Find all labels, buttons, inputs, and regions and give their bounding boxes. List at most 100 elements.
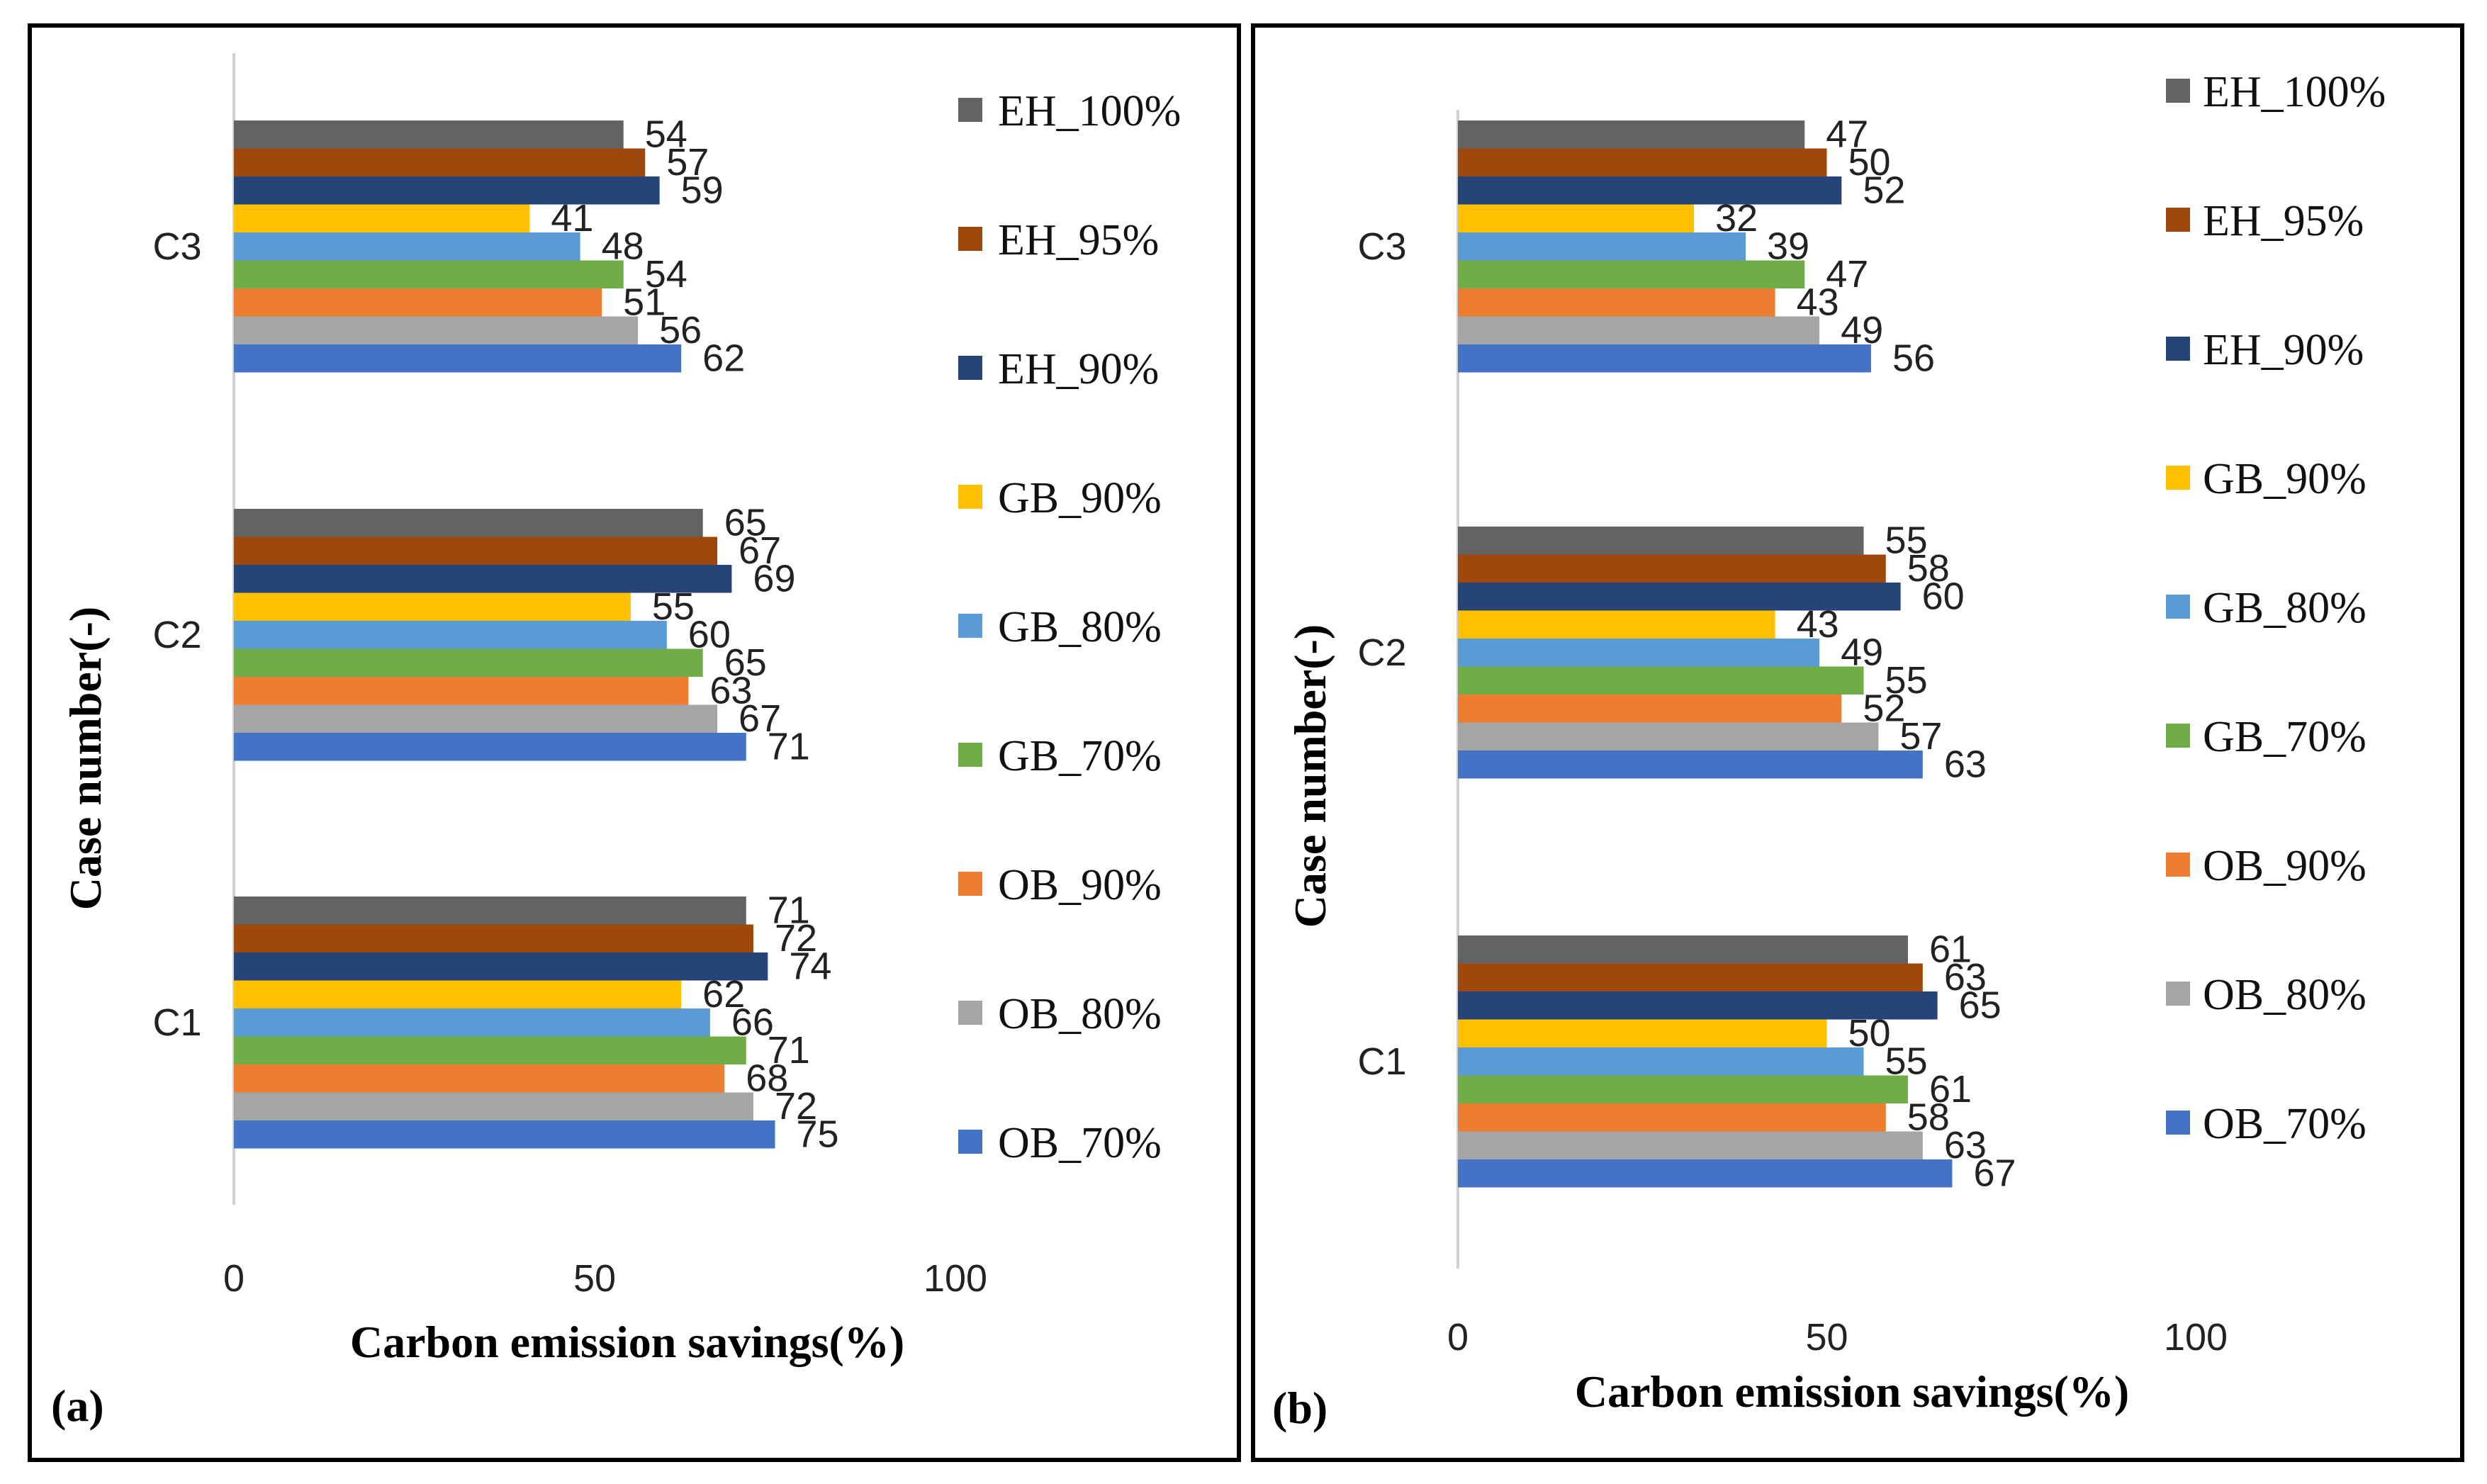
panel-b-x-axis-title: Carbon emission savings(%): [1575, 1366, 2129, 1417]
bar-c1-ob-90-: [1458, 1103, 1886, 1132]
legend-label: EH_100%: [998, 87, 1181, 135]
data-label: 74: [789, 945, 831, 988]
category-label-c1: C1: [1357, 1040, 1406, 1083]
bar-c1-ob-70-: [234, 1120, 775, 1149]
bar-c3-gb-90-: [1458, 204, 1695, 232]
data-label: 55: [1885, 659, 1928, 702]
data-label: 50: [1848, 141, 1891, 184]
legend-label: GB_70%: [998, 732, 1162, 780]
bar-c1-ob-70-: [1458, 1159, 1953, 1188]
legend-swatch: [958, 1001, 982, 1025]
legend-swatch: [958, 356, 982, 380]
bar-c1-gb-80-: [1458, 1047, 1864, 1076]
bar-c1-eh-100-: [234, 896, 746, 925]
legend-label: EH_90%: [998, 345, 1159, 393]
bar-c3-eh-90-: [1458, 176, 1842, 205]
bar-c2-eh-95-: [234, 536, 718, 565]
legend-swatch: [958, 872, 982, 896]
bar-c2-ob-90-: [1458, 695, 1842, 723]
panel-b-y-axis-title: Case number(-): [1285, 624, 1335, 928]
data-label: 71: [768, 1029, 810, 1072]
bar-c2-gb-70-: [1458, 666, 1864, 695]
bar-c2-eh-90-: [1458, 583, 1901, 611]
bar-c2-ob-80-: [234, 704, 718, 733]
bar-c1-ob-80-: [1458, 1131, 1923, 1159]
legend-label: OB_90%: [998, 861, 1162, 909]
data-label: 61: [1929, 1068, 1972, 1111]
bar-c2-gb-80-: [234, 621, 667, 649]
bar-c3-ob-90-: [1458, 288, 1775, 317]
panel-a-y-axis-title: Case number(-): [60, 607, 111, 910]
legend-label: OB_70%: [2203, 1100, 2367, 1148]
data-label: 72: [775, 1085, 817, 1128]
panel-b-plot: 0 50 100C3475052323947434956C2555860434955…: [1357, 110, 2228, 1359]
bar-c1-gb-80-: [234, 1008, 710, 1037]
bar-c1-gb-90-: [234, 980, 682, 1008]
bar-c3-eh-100-: [1458, 120, 1805, 149]
category-label-c3: C3: [152, 225, 201, 268]
data-label: 71: [768, 889, 810, 932]
data-label: 67: [739, 529, 781, 572]
panel-a-frame: [28, 23, 1241, 1462]
panel-a-x-axis-title: Carbon emission savings(%): [350, 1317, 904, 1367]
panel-a: 0 50 100C3545759414854515662C2656769556065…: [28, 23, 1241, 1462]
data-label: 65: [724, 502, 767, 544]
data-label: 65: [724, 641, 767, 684]
bar-c2-gb-90-: [1458, 610, 1775, 639]
legend-swatch: [2166, 853, 2190, 877]
legend-label: OB_70%: [998, 1119, 1162, 1167]
category-label-c1: C1: [152, 1001, 201, 1044]
bar-c3-ob-80-: [1458, 316, 1820, 344]
data-label: 55: [1885, 519, 1928, 562]
legend-label: EH_95%: [2203, 197, 2364, 245]
bar-c3-gb-80-: [234, 232, 580, 261]
bar-c2-eh-100-: [234, 509, 703, 537]
legend-label: EH_95%: [998, 216, 1159, 264]
legend-swatch: [2166, 1111, 2190, 1135]
bar-c2-eh-100-: [1458, 527, 1864, 555]
legend-swatch: [2166, 79, 2190, 103]
data-label: 63: [1944, 956, 1987, 999]
category-label-c3: C3: [1357, 225, 1406, 268]
data-label: 61: [1929, 928, 1972, 971]
legend-label: GB_90%: [2203, 455, 2367, 503]
x-tick-label: 50: [1805, 1316, 1848, 1359]
data-label: 71: [768, 726, 810, 768]
bar-c2-ob-70-: [1458, 751, 1923, 779]
x-tick-label: 0: [1447, 1316, 1469, 1359]
data-label: 58: [1907, 547, 1950, 590]
panel-b-label: (b): [1272, 1383, 1327, 1433]
x-tick-label: 0: [223, 1257, 245, 1300]
bar-c2-ob-80-: [1458, 722, 1879, 751]
bar-c3-gb-70-: [234, 260, 624, 288]
panel-a-label: (a): [51, 1381, 104, 1431]
data-label: 60: [1922, 575, 1965, 618]
data-label: 63: [1944, 743, 1987, 786]
bar-c3-ob-70-: [1458, 344, 1871, 373]
data-label: 69: [753, 558, 795, 600]
category-label-c2: C2: [1357, 631, 1406, 674]
bar-c3-eh-95-: [1458, 148, 1827, 176]
bar-c1-eh-90-: [1458, 991, 1938, 1020]
legend-swatch: [2166, 337, 2190, 361]
legend-label: GB_90%: [998, 474, 1162, 522]
bar-c3-eh-90-: [234, 176, 660, 205]
legend-swatch: [2166, 595, 2190, 619]
category-label-c2: C2: [152, 614, 201, 656]
panel-b: 0 50 100C3475052323947434956C2555860434955…: [1251, 23, 2464, 1462]
bar-c3-eh-100-: [234, 120, 624, 149]
legend-swatch: [2166, 982, 2190, 1006]
bar-c3-ob-80-: [234, 316, 639, 344]
bar-c2-eh-95-: [1458, 554, 1886, 583]
legend-swatch: [958, 614, 982, 638]
legend-label: GB_70%: [2203, 713, 2367, 761]
legend-swatch: [958, 227, 982, 251]
legend-swatch: [2166, 466, 2190, 490]
bar-c2-gb-80-: [1458, 639, 1820, 667]
bar-c1-eh-95-: [234, 924, 753, 952]
bar-c1-gb-70-: [1458, 1075, 1909, 1103]
bar-c3-gb-70-: [1458, 260, 1805, 288]
panel-a-plot: 0 50 100C3545759414854515662C2656769556065…: [152, 53, 987, 1300]
data-label: 54: [645, 113, 687, 156]
